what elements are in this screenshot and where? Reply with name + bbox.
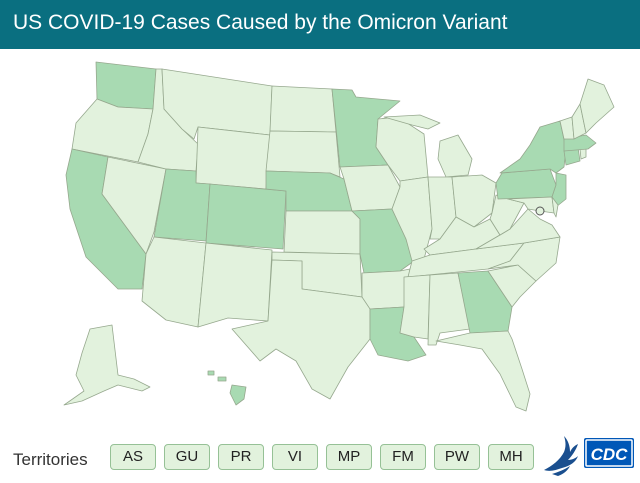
state-MS[interactable] (399, 274, 431, 340)
state-FL[interactable] (435, 330, 531, 412)
cdc-logo-text: CDC (591, 445, 629, 464)
state-PA[interactable] (495, 168, 557, 200)
cdc-logo: CDC (584, 438, 634, 468)
us-map (63, 61, 615, 412)
state-CO[interactable] (205, 183, 287, 250)
page-title: US COVID-19 Cases Caused by the Omicron … (13, 11, 508, 34)
state-SD[interactable] (265, 130, 341, 178)
state-MI[interactable] (383, 114, 473, 178)
territory-as-button[interactable]: AS (110, 444, 156, 470)
territory-vi-button[interactable]: VI (272, 444, 318, 470)
state-AZ[interactable] (141, 236, 207, 328)
state-NV[interactable] (101, 156, 167, 255)
territory-mp-button[interactable]: MP (326, 444, 372, 470)
territory-mh-button[interactable]: MH (488, 444, 534, 470)
state-ND[interactable] (269, 85, 337, 133)
territory-pw-button[interactable]: PW (434, 444, 480, 470)
territory-gu-button[interactable]: GU (164, 444, 210, 470)
state-NY[interactable] (499, 120, 567, 174)
state-DE[interactable] (551, 196, 559, 218)
territories-label: Territories (13, 450, 88, 469)
state-ME[interactable] (579, 78, 615, 134)
territory-fm-button[interactable]: FM (380, 444, 426, 470)
dc-marker[interactable] (535, 206, 545, 216)
hhs-eagle-icon (544, 436, 578, 476)
state-TX[interactable] (231, 259, 371, 400)
state-AR[interactable] (361, 268, 411, 310)
state-AK[interactable] (63, 324, 151, 406)
territory-pr-button[interactable]: PR (218, 444, 264, 470)
state-WY[interactable] (195, 126, 271, 190)
state-GA[interactable] (457, 270, 513, 334)
state-HI[interactable] (207, 370, 247, 406)
territories-bar: Territories AS GU PR VI MP FM PW MH (0, 444, 540, 476)
state-KS[interactable] (283, 210, 361, 255)
header-bar: US COVID-19 Cases Caused by the Omicron … (0, 0, 640, 49)
state-NM[interactable] (197, 242, 273, 328)
logos: CDC (538, 430, 638, 478)
state-NC[interactable] (487, 236, 561, 282)
